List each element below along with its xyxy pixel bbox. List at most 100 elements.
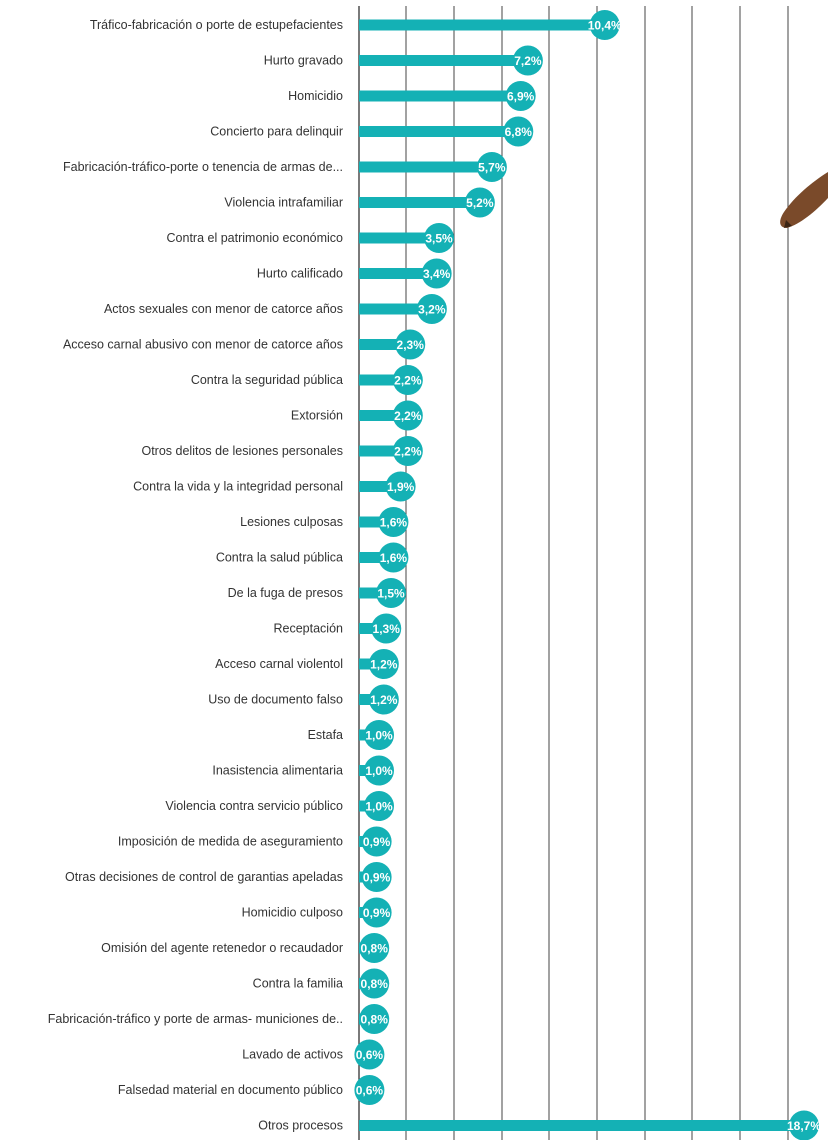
category-label: De la fuga de presos — [228, 586, 343, 600]
value-marker — [385, 471, 416, 502]
category-label: Actos sexuales con menor de catorce años — [104, 302, 343, 316]
value-marker — [364, 755, 395, 786]
value-label: 2,3% — [397, 338, 425, 352]
value-label: 0,6% — [356, 1048, 384, 1062]
value-label: 1,2% — [370, 693, 398, 707]
bars: 10,4% 7,2% 6,9% 6,8% 5,7% 5,2% 3,5% 3,4% 3,2% 2,3… — [354, 10, 821, 1140]
value-marker — [364, 791, 395, 821]
value-marker — [371, 613, 402, 644]
value-marker — [589, 10, 620, 40]
value-marker — [392, 365, 423, 395]
value-label: 3,4% — [423, 267, 451, 281]
value-label: 2,2% — [394, 409, 422, 423]
value-marker — [416, 294, 447, 324]
bar — [359, 374, 412, 386]
category-label: Lavado de activos — [242, 1048, 343, 1062]
category-label: Fabricación-tráfico y porte de armas- mu… — [48, 1012, 343, 1026]
bar — [359, 19, 609, 31]
value-label: 2,2% — [394, 374, 422, 388]
category-label: Omisión del agente retenedor o recaudado… — [101, 941, 343, 955]
category-label: Violencia contra servicio público — [165, 799, 343, 813]
value-label: 6,9% — [507, 90, 535, 104]
value-marker — [395, 329, 426, 360]
bar — [359, 232, 444, 244]
category-label: Imposición de medida de aseguramiento — [118, 835, 343, 849]
category-label: Homicidio — [288, 89, 343, 103]
value-label: 5,2% — [466, 196, 494, 210]
category-label: Tráfico-fabricación o porte de estupefac… — [90, 18, 343, 32]
category-label: Inasistencia alimentaria — [212, 764, 343, 778]
category-label: Violencia intrafamiliar — [224, 196, 343, 210]
value-marker — [368, 649, 399, 679]
bar — [359, 161, 496, 173]
value-marker — [503, 116, 534, 147]
value-label: 0,9% — [363, 871, 391, 885]
value-marker — [421, 258, 452, 289]
value-label: 1,2% — [370, 658, 398, 672]
bar — [359, 516, 398, 528]
category-label: Lesiones culposas — [240, 515, 343, 529]
bar — [359, 1120, 808, 1131]
value-label: 0,8% — [361, 977, 389, 991]
value-label: 0,9% — [363, 835, 391, 849]
value-label: 3,5% — [425, 232, 453, 246]
category-label: Extorsión — [291, 409, 343, 423]
category-label: Uso de documento falso — [208, 693, 343, 707]
category-label: Hurto calificado — [257, 267, 343, 281]
category-label: Acceso carnal violentol — [215, 657, 343, 671]
bar — [359, 410, 412, 421]
bar — [359, 445, 412, 457]
value-marker — [392, 436, 423, 466]
category-label: Acceso carnal abusivo con menor de cator… — [63, 338, 343, 352]
value-label: 1,0% — [365, 729, 393, 743]
bar — [359, 303, 436, 315]
value-label: 6,8% — [505, 125, 533, 139]
value-label: 1,0% — [365, 800, 393, 814]
value-marker — [378, 507, 409, 537]
value-marker — [376, 578, 407, 608]
category-label: Contra la vida y la integridad personal — [133, 480, 343, 494]
category-label: Fabricación-tráfico-porte o tenencia de … — [63, 160, 343, 174]
value-label: 0,8% — [361, 1013, 389, 1027]
category-label: Falsedad material en documento público — [118, 1083, 343, 1097]
bar — [359, 90, 525, 102]
value-marker — [364, 720, 395, 750]
value-label: 1,6% — [380, 551, 408, 565]
category-label: Otras decisiones de control de garantias… — [65, 870, 343, 884]
value-label: 10,4% — [588, 19, 622, 33]
value-label: 2,2% — [394, 445, 422, 459]
value-marker — [354, 1039, 385, 1070]
value-label: 0,9% — [363, 906, 391, 920]
bar — [359, 339, 415, 350]
category-label: Otros delitos de lesiones personales — [141, 444, 343, 458]
value-marker — [359, 968, 390, 999]
value-marker — [361, 862, 392, 892]
category-label: Contra la seguridad pública — [191, 373, 343, 387]
value-label: 5,7% — [478, 161, 506, 175]
value-label: 1,5% — [377, 587, 405, 601]
bar — [359, 126, 523, 137]
value-marker — [464, 187, 495, 218]
value-marker — [476, 152, 507, 182]
category-label: Contra el patrimonio económico — [167, 231, 344, 245]
value-marker — [378, 542, 409, 573]
value-marker — [359, 1004, 390, 1034]
value-marker — [789, 1110, 819, 1140]
value-label: 0,6% — [356, 1084, 384, 1098]
value-label: 1,9% — [387, 480, 415, 494]
category-label: Estafa — [308, 728, 343, 742]
category-label: Otros procesos — [258, 1119, 343, 1133]
value-label: 1,0% — [365, 764, 393, 778]
category-label: Hurto gravado — [264, 54, 343, 68]
bar — [359, 197, 484, 208]
category-label: Homicidio culposo — [242, 906, 343, 920]
value-marker — [361, 826, 392, 857]
value-label: 0,8% — [361, 942, 389, 956]
gridlines — [358, 6, 789, 1140]
value-label: 1,6% — [380, 516, 408, 530]
bar — [359, 552, 398, 563]
value-label: 7,2% — [514, 54, 542, 68]
bar — [359, 55, 532, 66]
value-label: 18,7% — [787, 1119, 821, 1133]
